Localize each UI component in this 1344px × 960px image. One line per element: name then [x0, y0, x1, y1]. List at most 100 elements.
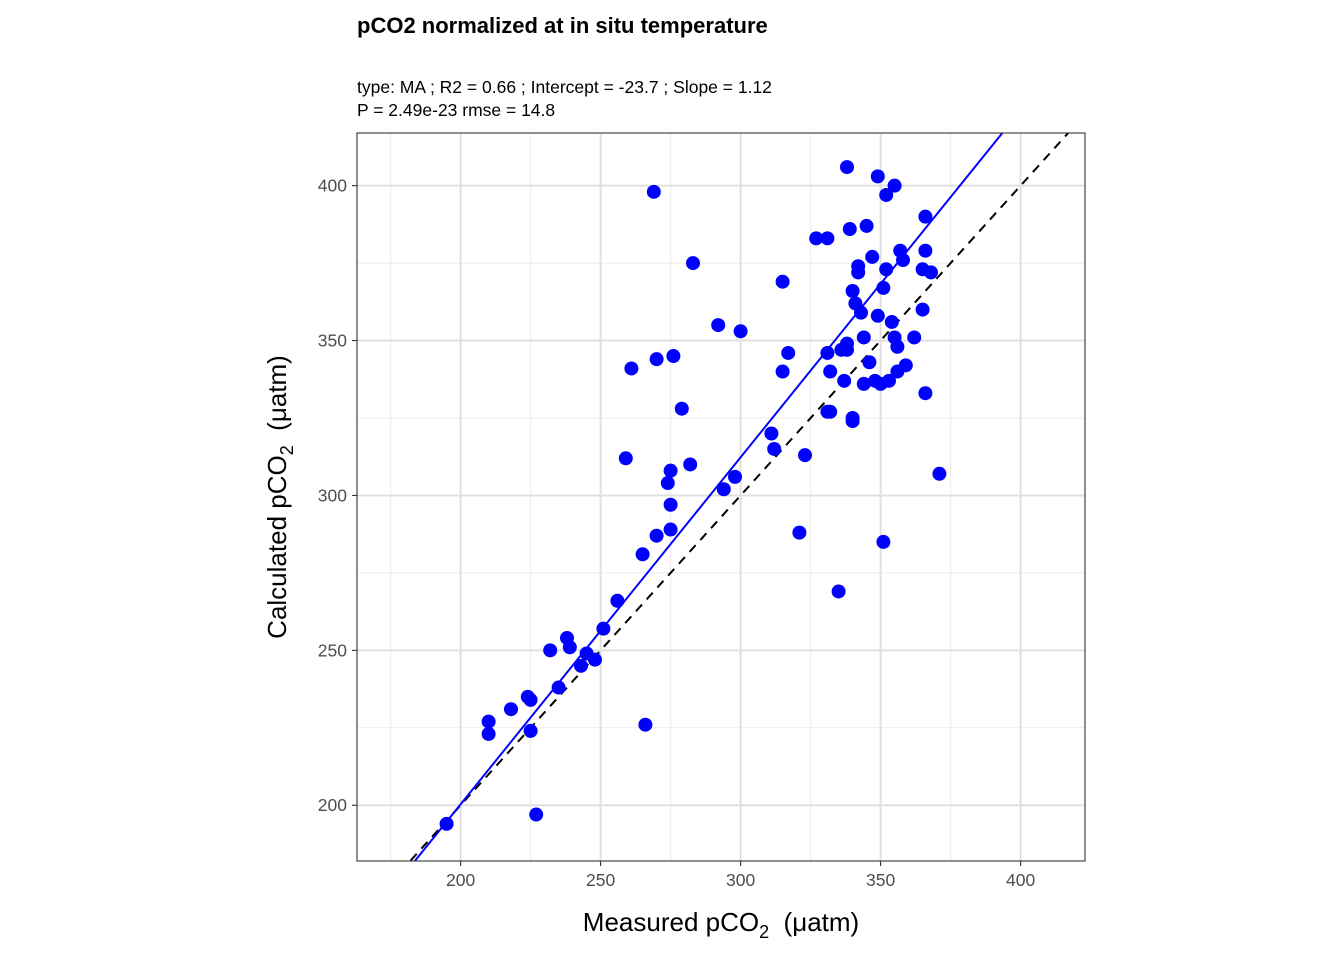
- y-tick-label: 400: [318, 176, 347, 196]
- data-point: [831, 584, 846, 599]
- identity-line: [408, 133, 1070, 861]
- data-point: [660, 476, 675, 491]
- data-point: [635, 547, 650, 562]
- data-point: [716, 482, 731, 497]
- x-axis-title: Measured pCO2 (μatm): [583, 907, 859, 942]
- y-axis-title-suffix: (μatm): [262, 355, 292, 445]
- data-point: [907, 330, 922, 345]
- data-point: [610, 593, 625, 608]
- data-point: [646, 184, 661, 199]
- data-point: [898, 358, 913, 373]
- major-gridlines: [357, 133, 1085, 861]
- data-point: [842, 222, 857, 237]
- y-tick-label: 200: [318, 795, 347, 815]
- regression-fit-line: [413, 133, 1004, 861]
- y-axis-title: Calculated pCO2 (μatm): [262, 355, 297, 639]
- y-tick-label: 300: [318, 485, 347, 505]
- minor-gridlines: [357, 133, 1085, 861]
- plot-panel-border: [356, 132, 1086, 862]
- data-point: [845, 283, 860, 298]
- data-point: [932, 466, 947, 481]
- data-point: [876, 534, 891, 549]
- y-tick-label: 250: [318, 640, 347, 660]
- data-point: [775, 274, 790, 289]
- chart-title: pCO2 normalized at in situ temperature: [357, 13, 768, 38]
- data-point: [879, 187, 894, 202]
- data-point: [663, 522, 678, 537]
- data-point: [638, 717, 653, 732]
- data-point: [529, 807, 544, 822]
- x-tick-label: 250: [586, 870, 615, 890]
- data-point: [649, 352, 664, 367]
- x-tick-label: 350: [866, 870, 895, 890]
- data-point: [924, 265, 938, 280]
- data-point: [882, 373, 896, 388]
- data-point: [733, 324, 748, 339]
- data-point: [890, 339, 905, 354]
- data-point: [543, 643, 558, 658]
- data-point: [870, 169, 885, 184]
- data-point: [918, 243, 933, 258]
- data-point: [856, 330, 871, 345]
- data-point: [840, 160, 854, 175]
- data-point: [823, 404, 838, 419]
- data-point: [551, 680, 566, 695]
- data-point: [767, 441, 782, 456]
- chart-subtitle-line1: type: MA ; R2 = 0.66 ; Intercept = -23.7…: [357, 77, 772, 97]
- data-point: [845, 411, 860, 426]
- data-point: [523, 723, 538, 738]
- data-point: [798, 448, 812, 463]
- data-point: [624, 361, 639, 376]
- data-point: [666, 349, 681, 364]
- data-point: [728, 469, 742, 484]
- data-point: [523, 692, 538, 707]
- x-tick-label: 400: [1006, 870, 1035, 890]
- x-axis-title-subscript: 2: [759, 922, 769, 942]
- data-point: [764, 426, 779, 441]
- data-point: [481, 714, 496, 729]
- data-point: [851, 259, 866, 274]
- data-point: [683, 457, 698, 472]
- x-axis-title-prefix: Measured pCO: [583, 907, 759, 937]
- data-point: [887, 178, 902, 193]
- data-point: [870, 308, 885, 323]
- data-point: [618, 451, 633, 466]
- data-point: [854, 305, 868, 320]
- data-point: [856, 376, 871, 391]
- x-axis-ticks: 200 250 300 350 400: [446, 861, 1035, 890]
- x-axis-title-suffix: (μatm): [769, 907, 859, 937]
- data-point: [915, 302, 930, 317]
- data-point: [775, 364, 790, 379]
- data-point: [674, 401, 689, 416]
- data-point: [809, 231, 824, 246]
- data-point: [918, 209, 933, 224]
- data-point: [574, 658, 588, 673]
- data-point: [481, 726, 496, 741]
- data-point: [792, 525, 807, 540]
- y-axis-title-prefix: Calculated pCO: [262, 455, 292, 639]
- data-point: [663, 463, 678, 478]
- data-point: [562, 640, 577, 655]
- data-point: [837, 373, 852, 388]
- y-axis-ticks: 200 250 300 350 400: [318, 176, 357, 815]
- data-point: [649, 528, 664, 543]
- data-point: [896, 253, 910, 268]
- data-point: [663, 497, 678, 512]
- data-point: [865, 249, 880, 264]
- data-point: [823, 364, 838, 379]
- x-tick-label: 300: [726, 870, 755, 890]
- data-point: [862, 355, 877, 370]
- data-point: [504, 702, 518, 717]
- data-point: [840, 342, 854, 357]
- y-axis-title-subscript: 2: [277, 445, 297, 455]
- data-point: [820, 345, 835, 360]
- x-tick-label: 200: [446, 870, 475, 890]
- data-point: [820, 231, 835, 246]
- data-point: [686, 256, 700, 271]
- data-point: [588, 652, 602, 667]
- data-point: [781, 345, 796, 360]
- data-point: [711, 318, 726, 333]
- chart-subtitle-line2: P = 2.49e-23 rmse = 14.8: [357, 100, 555, 120]
- data-point: [918, 386, 933, 401]
- data-point: [884, 314, 899, 329]
